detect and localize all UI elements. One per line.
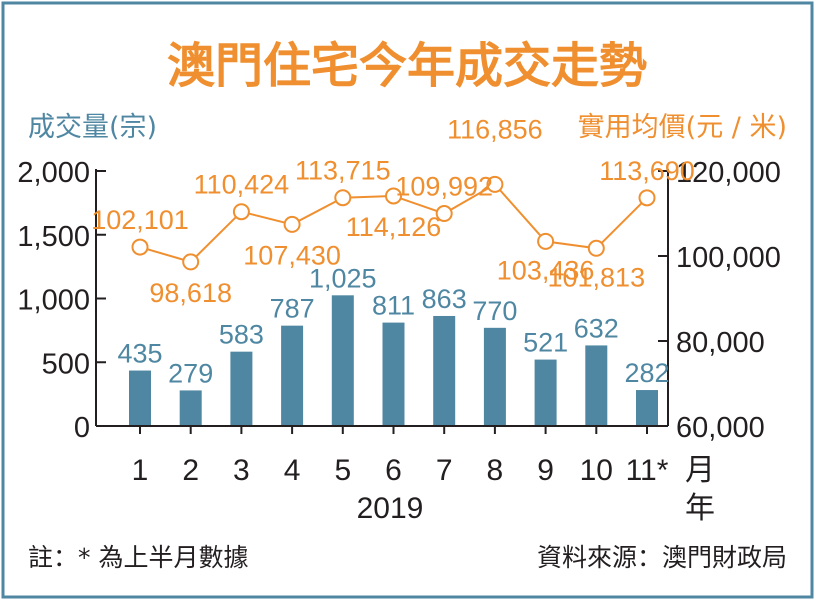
bar-data-label: 1,025 (309, 263, 377, 293)
bar (331, 295, 354, 426)
line-point (334, 189, 352, 207)
bar (382, 322, 405, 426)
right-axis-tick-label: 60,000 (676, 412, 765, 444)
bar-data-label: 435 (117, 339, 162, 369)
right-axis: 60,000 80,000 100,000 120,000 (658, 157, 781, 444)
line-point (486, 175, 504, 193)
bar-data-label: 770 (472, 296, 517, 326)
year-label: 2019 (357, 492, 424, 525)
line-point (232, 203, 250, 221)
line-point (131, 238, 149, 256)
x-axis-tick-label: 8 (487, 454, 504, 487)
bar (534, 359, 557, 426)
line-point (435, 205, 453, 223)
x-axis-unit-month: 月 (685, 453, 715, 488)
bar-data-label: 282 (624, 358, 669, 388)
line-data-label: 101,813 (547, 262, 645, 292)
line-data-label: 107,430 (243, 240, 341, 270)
bar (230, 351, 253, 426)
bar-data-label: 863 (422, 284, 467, 314)
left-axis-tick-label: 2,000 (17, 157, 90, 189)
left-axis-tick-label: 1,500 (17, 221, 90, 253)
right-axis-tick-label: 120,000 (676, 157, 781, 189)
bar-data-label: 521 (523, 328, 568, 358)
line-data-label: 103,436 (497, 255, 595, 285)
x-axis-tick-label: 7 (436, 454, 453, 487)
bar-data-label: 787 (270, 294, 315, 324)
x-axis-tick-label: 4 (284, 454, 301, 487)
x-axis-tick-label: 10 (580, 454, 613, 487)
line-point (537, 232, 555, 250)
right-axis-label: 實用均價(元 / 米) (578, 112, 787, 143)
bar-data-label: 811 (372, 291, 415, 321)
x-axis-tick-label: 5 (334, 454, 351, 487)
bar (483, 327, 506, 426)
left-axis-tick-label: 500 (42, 348, 90, 380)
left-axis-tick-label: 0 (74, 412, 90, 444)
x-axis-tick-label: 3 (233, 454, 250, 487)
x-axis-tick-label: 11* (626, 454, 669, 487)
bar (129, 370, 151, 426)
left-axis-label: 成交量(宗) (28, 112, 157, 143)
line-data-label: 98,618 (149, 278, 232, 308)
left-axis: 0 500 1,000 1,500 2,000 (17, 157, 106, 444)
line-data-label: 110,424 (194, 170, 290, 200)
line-point (587, 239, 605, 257)
line-point (385, 187, 402, 205)
x-axis-unit-year: 年 (685, 491, 715, 526)
line-series: 102,101 98,618 110,424 107,430 113,715 114,12… (91, 114, 695, 308)
bar (636, 390, 658, 426)
line-point (283, 215, 301, 233)
x-axis-tick-label: 1 (132, 454, 149, 487)
bar (585, 345, 608, 426)
right-axis-tick-label: 100,000 (676, 242, 781, 274)
right-axis-tick-label: 80,000 (676, 327, 765, 359)
bar-data-label: 279 (168, 358, 213, 388)
bar-data-label: 632 (574, 313, 619, 343)
source-note: 資料來源：澳門財政局 (537, 543, 787, 572)
x-axis-tick-label: 2 (182, 454, 199, 487)
line-data-label: 102,101 (91, 205, 189, 235)
line-data-label: 114,126 (346, 212, 442, 242)
bar (281, 325, 304, 426)
line-data-label: 109,992 (395, 172, 493, 202)
bar (433, 315, 456, 426)
x-axis-tick-label: 9 (537, 454, 554, 487)
left-axis-tick-label: 1,000 (17, 285, 90, 317)
footnote: 註：* 為上半月數據 (28, 543, 248, 572)
bar (179, 390, 202, 426)
x-axis: 1 2 3 4 5 6 7 8 9 10 11* (96, 425, 669, 487)
x-axis-tick-label: 6 (385, 454, 402, 487)
line-data-label: 113,715 (295, 156, 391, 186)
chart-title: 澳門住宅今年成交走勢 (167, 38, 647, 94)
line-data-label: 113,690 (599, 156, 695, 186)
bar-data-label: 583 (219, 320, 264, 350)
line-data-label: 116,856 (447, 114, 543, 144)
line-point (182, 253, 200, 271)
line-point (638, 189, 656, 207)
